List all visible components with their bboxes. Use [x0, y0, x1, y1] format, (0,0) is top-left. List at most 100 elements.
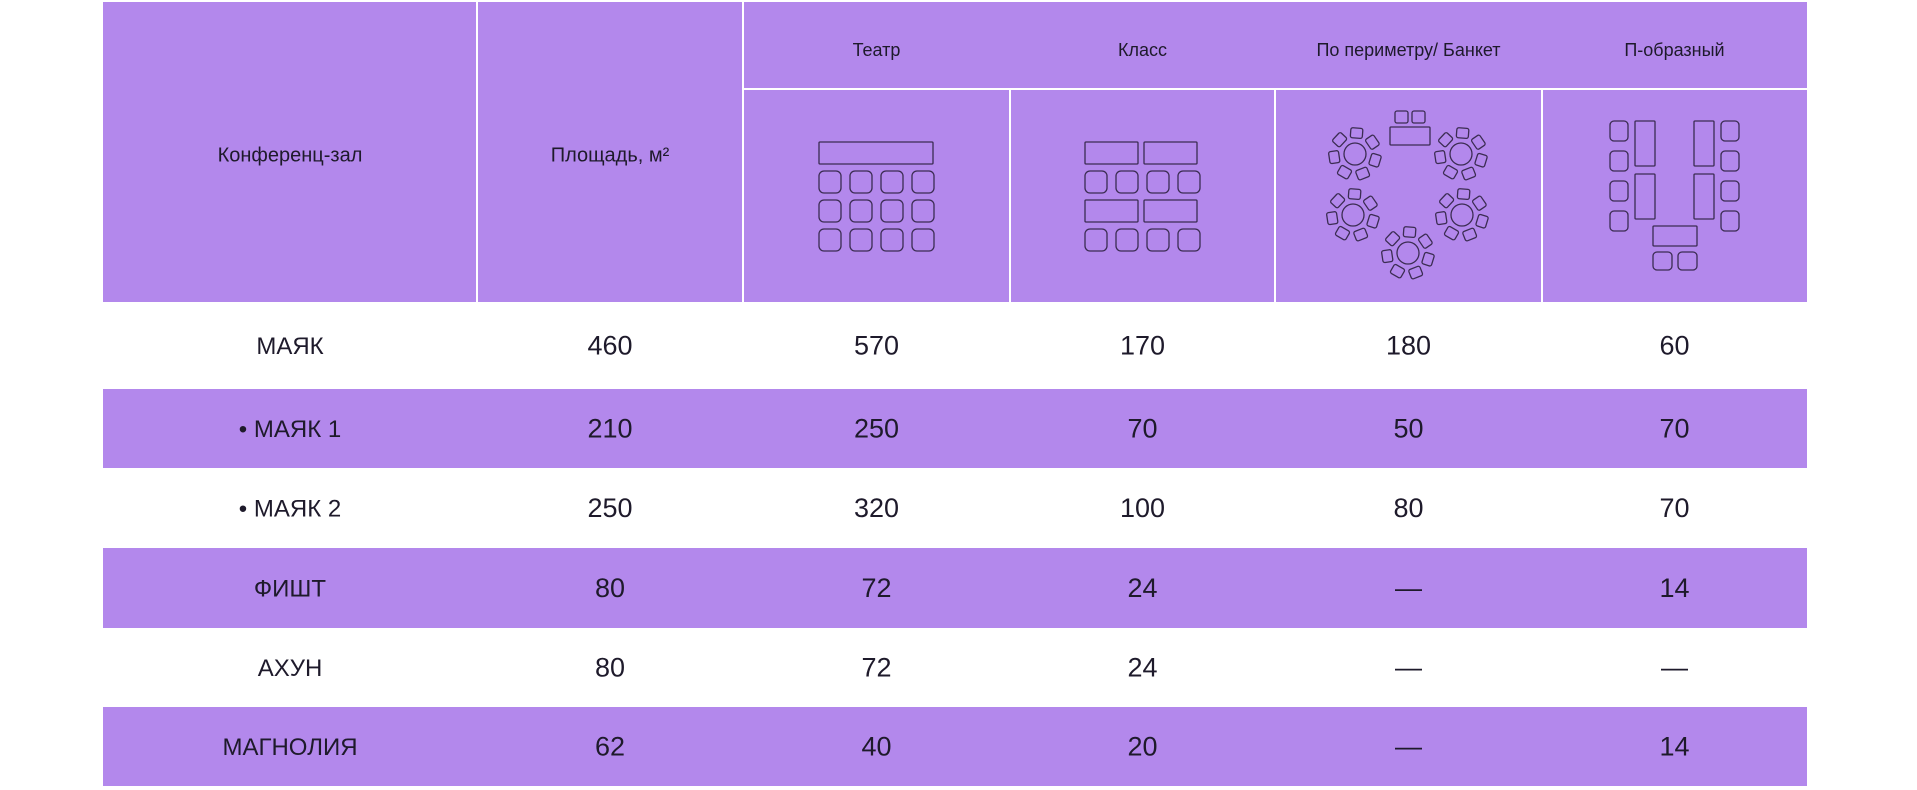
hall-name: АХУН: [258, 655, 323, 682]
icon-part: [1326, 211, 1339, 226]
icon-part: [1177, 228, 1201, 252]
cell-value: 570: [854, 331, 899, 361]
icon-part: [1362, 195, 1378, 211]
icon-part: [1470, 134, 1486, 150]
icon-part: [1421, 251, 1435, 267]
cell-value: —: [1395, 653, 1422, 683]
icon-part: [1143, 199, 1198, 223]
icon-part: [911, 228, 935, 252]
layout-header: Класс: [1118, 40, 1167, 60]
icon-part: [1146, 228, 1170, 252]
cell-value: 210: [587, 414, 632, 444]
row-bg: [103, 548, 1807, 628]
header-bg: [103, 2, 1807, 302]
icon-part: [1720, 210, 1740, 232]
cell-value: —: [1395, 573, 1422, 603]
icon-part: [1389, 263, 1406, 279]
icon-part: [818, 199, 842, 223]
cell-value: 20: [1127, 732, 1157, 762]
icon-part: [818, 170, 842, 194]
cell-value: 80: [595, 573, 625, 603]
icon-part: [911, 170, 935, 194]
cell-value: 70: [1659, 493, 1689, 523]
cell-value: 80: [1393, 493, 1423, 523]
icon-part: [1347, 188, 1362, 201]
icon-part: [1449, 142, 1473, 166]
icon-part: [1343, 142, 1367, 166]
cell-value: 40: [861, 732, 891, 762]
icon-part: [1609, 210, 1629, 232]
icon-part: [880, 228, 904, 252]
icon-part: [1084, 170, 1108, 194]
layout-header: П-образный: [1624, 40, 1724, 60]
icon-part: [1394, 110, 1409, 124]
icon-part: [1355, 166, 1371, 181]
icon-part: [880, 199, 904, 223]
icon-part: [1332, 132, 1348, 148]
icon-part: [1364, 134, 1380, 150]
cell-value: 14: [1659, 732, 1689, 762]
icon-part: [1328, 150, 1341, 165]
icon-part: [1353, 227, 1369, 242]
icon-part: [1634, 120, 1656, 167]
icon-part: [1442, 164, 1459, 180]
cell-value: 180: [1386, 331, 1431, 361]
layout-icons: [818, 110, 1740, 280]
cell-value: 80: [595, 653, 625, 683]
icon-part: [1609, 120, 1629, 142]
icon-part: [1330, 193, 1346, 209]
icon-part: [1341, 203, 1365, 227]
icon-part: [1439, 193, 1455, 209]
cell-value: 170: [1120, 331, 1165, 361]
icon-part: [1720, 150, 1740, 172]
icon-part: [1652, 251, 1673, 271]
icon-part: [849, 199, 873, 223]
icon-part: [1693, 173, 1715, 220]
cell-value: 70: [1659, 414, 1689, 444]
icon-part: [1720, 120, 1740, 142]
hall-name: МАЯК: [256, 333, 323, 360]
cell-value: 72: [861, 653, 891, 683]
icon-part: [1385, 231, 1401, 247]
icon-part: [1177, 170, 1201, 194]
cell-value: 250: [587, 493, 632, 523]
cell-value: 72: [861, 573, 891, 603]
icon-part: [849, 228, 873, 252]
icon-part: [1677, 251, 1698, 271]
icon-part: [1456, 188, 1471, 201]
icon-part: [1115, 170, 1139, 194]
icon-part: [1634, 173, 1656, 220]
icon-part: [1461, 166, 1477, 181]
icon-part: [1450, 203, 1474, 227]
icon-part: [1334, 225, 1351, 241]
icon-part: [1084, 228, 1108, 252]
cell-value: —: [1661, 653, 1688, 683]
icon-part: [849, 170, 873, 194]
icon-part: [818, 141, 934, 165]
cell-value: 100: [1120, 493, 1165, 523]
icon-part: [1462, 227, 1478, 242]
icon-part: [818, 228, 842, 252]
column-header: Конференц-зал: [218, 144, 363, 166]
icon-part: [1434, 150, 1447, 165]
hall-name: • МАЯК 1: [239, 416, 341, 443]
icon-part: [1389, 126, 1431, 146]
cell-value: —: [1395, 732, 1422, 762]
cell-value: 50: [1393, 414, 1423, 444]
icon-part: [1693, 120, 1715, 167]
hall-name: ФИШТ: [254, 575, 326, 602]
cell-value: 24: [1127, 573, 1157, 603]
icon-part: [1609, 150, 1629, 172]
icon-part: [1143, 141, 1198, 165]
cell-value: 62: [595, 732, 625, 762]
icon-part: [1349, 127, 1364, 140]
cell-value: 250: [854, 414, 899, 444]
icon-part: [1115, 228, 1139, 252]
column-header: Площадь, м²: [551, 144, 670, 166]
hall-name: • МАЯК 2: [239, 495, 341, 522]
cell-value: 460: [587, 331, 632, 361]
icon-part: [1443, 225, 1460, 241]
icon-part: [1435, 211, 1448, 226]
layout-header: Театр: [853, 40, 901, 60]
icon-part: [1438, 132, 1454, 148]
